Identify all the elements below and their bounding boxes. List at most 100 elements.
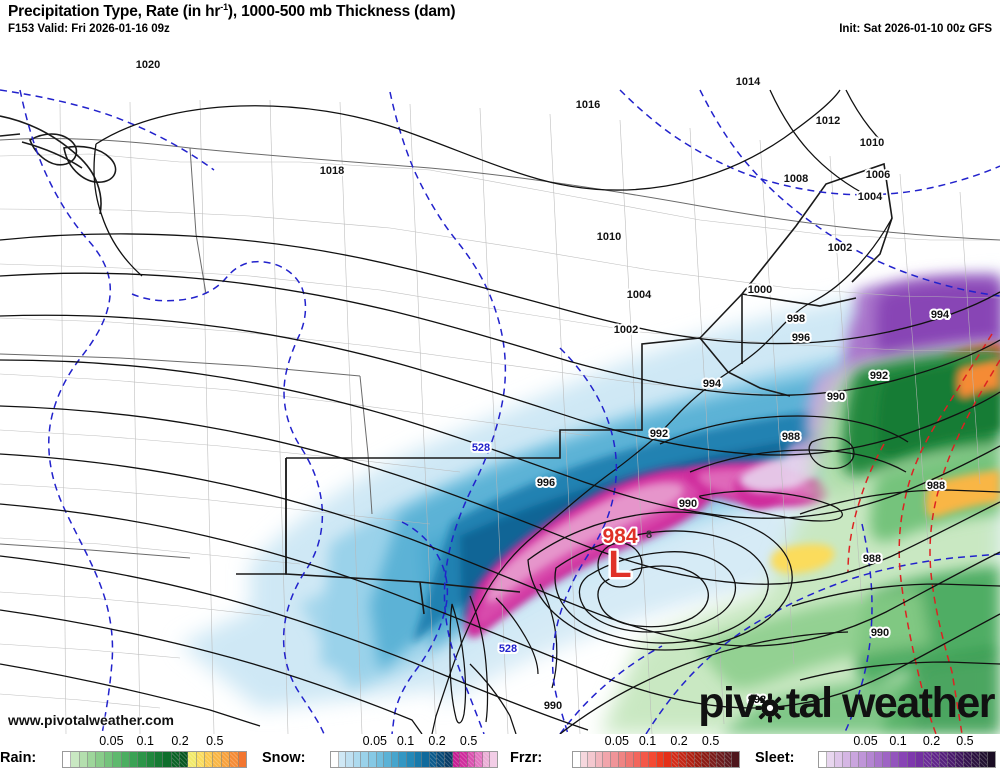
legend-swatch xyxy=(188,752,197,767)
svg-text:528: 528 xyxy=(499,643,517,655)
legend-swatch xyxy=(221,752,231,767)
legend-swatch xyxy=(633,752,642,767)
svg-text:1016: 1016 xyxy=(576,99,600,111)
svg-text:988: 988 xyxy=(927,480,945,492)
svg-text:996: 996 xyxy=(537,477,555,489)
svg-text:1002: 1002 xyxy=(614,324,638,336)
legend-swatch xyxy=(154,752,164,767)
legend-swatch xyxy=(490,752,498,767)
legend-swatch xyxy=(923,752,932,767)
legend-swatch xyxy=(939,752,948,767)
legend-swatch xyxy=(88,752,97,767)
legend-colorbar-frzr[interactable] xyxy=(572,751,740,768)
legend-swatch xyxy=(146,752,155,767)
legend-swatch xyxy=(610,752,619,767)
thickness-contours-blue xyxy=(0,89,1000,734)
legend-swatch xyxy=(899,752,908,767)
legend-label-frzr: Frzr: xyxy=(510,750,543,766)
legend-swatch xyxy=(230,752,239,767)
svg-text:992: 992 xyxy=(870,370,888,382)
svg-text:998: 998 xyxy=(787,313,805,325)
watermark-url: www.pivotalweather.com xyxy=(8,712,174,728)
svg-text:988: 988 xyxy=(782,431,800,443)
legend-swatch xyxy=(709,752,718,767)
svg-text:1000: 1000 xyxy=(748,284,772,296)
legend-swatch xyxy=(406,752,415,767)
legend-ticks-rain: 0.05 0.1 0.2 0.5 xyxy=(62,734,245,749)
svg-text:990: 990 xyxy=(679,498,697,510)
svg-text:1004: 1004 xyxy=(858,191,883,203)
svg-text:988: 988 xyxy=(863,553,881,565)
legend-colorbar-sleet[interactable] xyxy=(818,751,996,768)
svg-text:1020: 1020 xyxy=(136,59,160,71)
state-borders xyxy=(0,137,1000,559)
init-time-label: Init: Sat 2026-01-10 00z GFS xyxy=(839,23,992,35)
svg-text:990: 990 xyxy=(827,391,845,403)
svg-text:994: 994 xyxy=(931,309,950,321)
legend-swatch xyxy=(724,752,733,767)
svg-text:988: 988 xyxy=(863,553,881,565)
thickness-contours-red xyxy=(847,333,1000,734)
svg-text:1010: 1010 xyxy=(860,137,884,149)
page-title: Precipitation Type, Rate (in hr-1), 1000… xyxy=(8,2,456,21)
legend-swatch xyxy=(588,752,596,767)
svg-text:990: 990 xyxy=(827,391,845,403)
legend-swatch xyxy=(475,752,483,767)
svg-text:994: 994 xyxy=(931,309,950,321)
svg-text:1004: 1004 xyxy=(627,289,652,301)
legend-swatch xyxy=(595,752,604,767)
legend-swatch xyxy=(376,752,385,767)
svg-text:528: 528 xyxy=(472,442,490,454)
svg-text:996: 996 xyxy=(792,332,810,344)
legend-swatch xyxy=(835,752,844,767)
legend-swatch xyxy=(573,752,581,767)
legend-swatch xyxy=(618,752,627,767)
legend-swatch xyxy=(955,752,964,767)
legend-group-snow: Snow: 0.05 0.1 0.2 0.5 xyxy=(262,734,504,772)
legend-colorbar-snow[interactable] xyxy=(330,751,498,768)
svg-text:988: 988 xyxy=(927,480,945,492)
low-center-value-sup: 8 xyxy=(646,529,652,541)
legend-tick: 0.5 xyxy=(701,734,720,748)
legend-swatch xyxy=(717,752,725,767)
legend-swatch xyxy=(915,752,924,767)
map-header: Precipitation Type, Rate (in hr-1), 1000… xyxy=(0,0,1000,44)
low-center-symbol: L xyxy=(608,544,631,586)
legend-swatch xyxy=(205,752,214,767)
gear-icon xyxy=(755,682,786,725)
svg-text:528: 528 xyxy=(472,442,490,454)
svg-text:1000: 1000 xyxy=(748,284,772,296)
legend-swatch xyxy=(931,752,940,767)
legend-swatch xyxy=(626,752,634,767)
svg-text:990: 990 xyxy=(544,700,562,712)
legend-swatch xyxy=(399,752,407,767)
map-canvas[interactable]: 1020 1020 1018 1018 1016 1016 1014 1014 1012 1012… xyxy=(0,44,1000,734)
legend-swatch xyxy=(196,752,206,767)
legend-swatch xyxy=(414,752,423,767)
legend-colorbar-rain[interactable] xyxy=(62,751,247,768)
svg-text:1004: 1004 xyxy=(627,289,652,301)
legend-swatch xyxy=(891,752,900,767)
svg-text:990: 990 xyxy=(679,498,697,510)
svg-text:1006: 1006 xyxy=(866,169,890,181)
svg-text:1010: 1010 xyxy=(597,231,621,243)
svg-text:992: 992 xyxy=(870,370,888,382)
legend-swatch xyxy=(656,752,665,767)
legend-swatch xyxy=(971,752,980,767)
legend-ticks-sleet: 0.05 0.1 0.2 0.5 xyxy=(818,734,994,749)
legend-swatch xyxy=(368,752,377,767)
